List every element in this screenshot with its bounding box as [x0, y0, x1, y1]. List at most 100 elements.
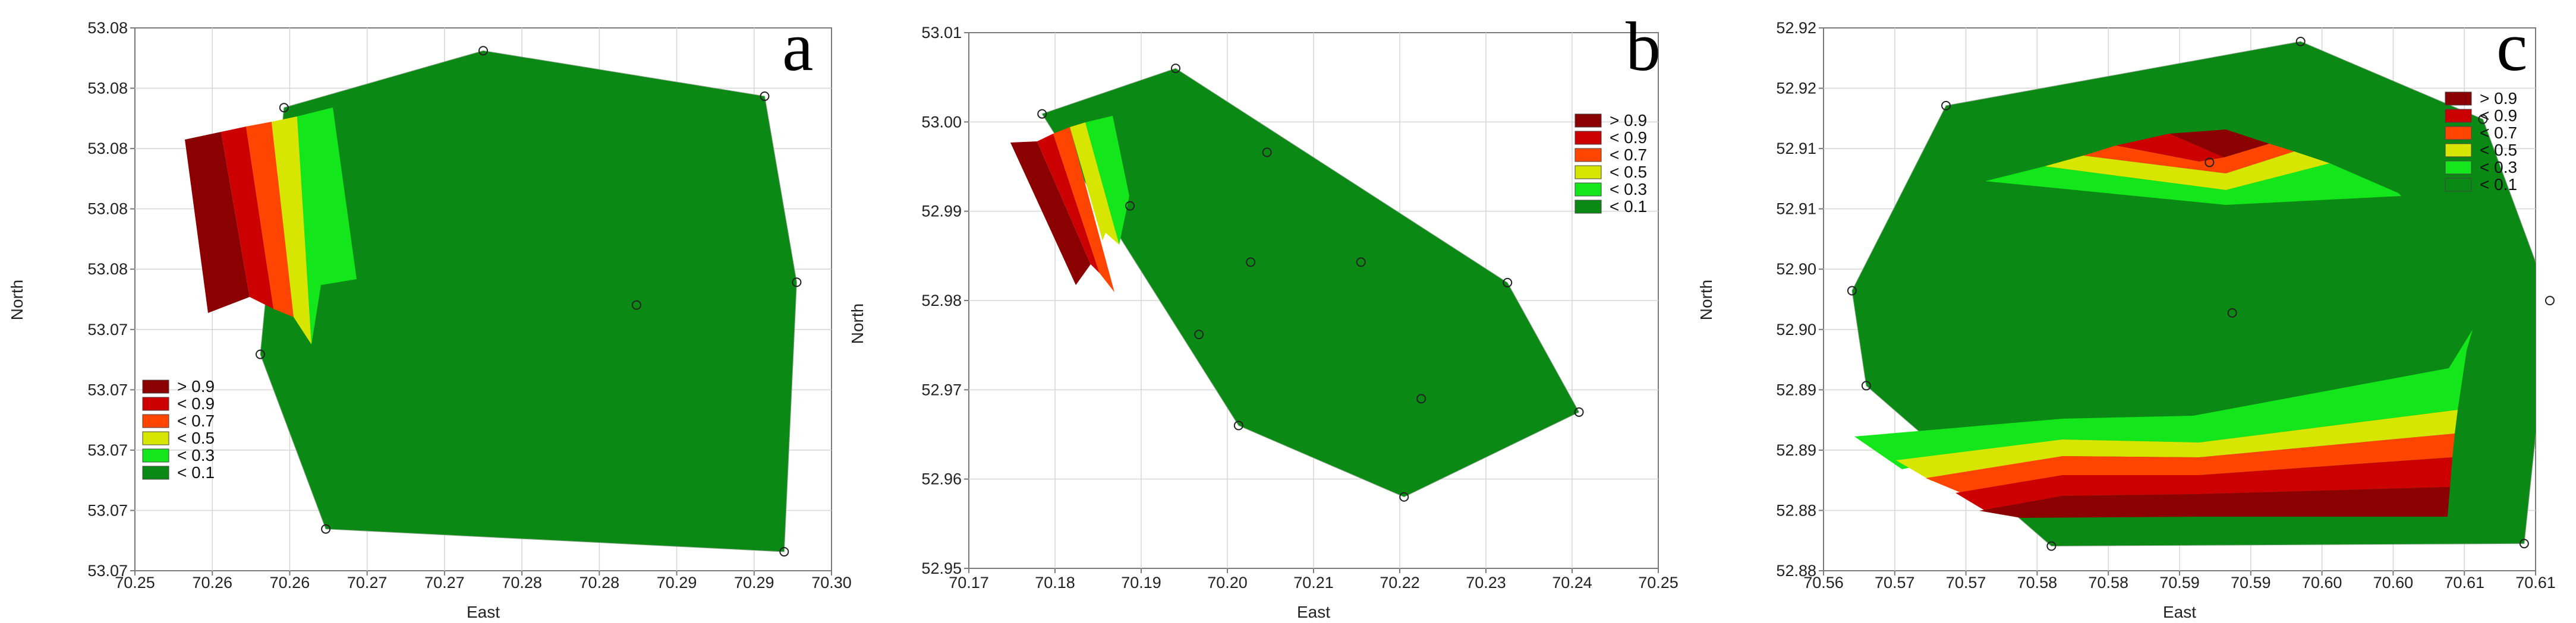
sample-point [321, 524, 331, 534]
x-tick-label: 70.30 [811, 574, 852, 592]
legend-label: < 0.7 [2480, 124, 2517, 142]
band-gt-0-9-a [185, 132, 250, 313]
y-tick-label: 53.08 [87, 19, 128, 37]
sample-point [1847, 286, 1857, 296]
legend-swatch [142, 466, 169, 480]
x-tick-label: 70.23 [1466, 574, 1506, 592]
legend-swatch [2445, 126, 2472, 140]
band-lt-0-7-b [1053, 127, 1114, 292]
x-tick-label: 70.25 [115, 574, 155, 592]
band-bot-gt-0-9-c [1979, 487, 2450, 518]
x-tick-label: 70.21 [1293, 574, 1334, 592]
sample-point [792, 277, 802, 287]
x-tick-label: 70.22 [1380, 574, 1420, 592]
legend-label: < 0.1 [2480, 175, 2517, 194]
contour-fill-a [185, 50, 797, 552]
y-tick-label: 53.07 [87, 441, 128, 459]
x-ticks-a: 70.25 70.26 70.26 70.27 70.27 70.28 70.28 70.29… [115, 571, 852, 592]
y-axis-label-c: North [1697, 280, 1715, 320]
contour-fill-b [1010, 68, 1580, 498]
y-tick-label: 52.92 [1776, 19, 1816, 37]
sample-point [1262, 147, 1272, 157]
legend-swatch [1574, 113, 1602, 128]
legend-label: < 0.9 [2480, 106, 2517, 125]
legend-swatch [2445, 91, 2472, 106]
sample-point [1233, 420, 1243, 431]
sample-point [1194, 330, 1204, 340]
sample-point [255, 349, 265, 359]
y-tick-label: 52.96 [921, 470, 962, 488]
band-top-lt-0-5-c [2045, 151, 2330, 190]
hull-base-b [1041, 68, 1580, 498]
panel-c: 70.56 70.57 70.57 70.58 70.58 70.59 70.59 70.60… [1697, 8, 2556, 621]
legend-swatch [142, 380, 169, 394]
y-ticks-a: 53.07 53.07 53.07 53.07 53.07 53.08 53.08 53.08… [87, 19, 135, 580]
sample-point [631, 300, 641, 310]
sample-point [2519, 539, 2529, 549]
legend-swatch [1574, 182, 1602, 197]
sample-point [1125, 201, 1135, 211]
contour-fill-c [1851, 41, 2536, 546]
y-tick-label: 53.07 [87, 321, 128, 339]
legend-label: < 0.3 [177, 446, 215, 464]
sample-point [1416, 394, 1426, 404]
x-tick-label: 70.60 [2302, 574, 2342, 592]
x-tick-label: 70.26 [192, 574, 232, 592]
legend-label: < 0.1 [177, 463, 215, 482]
sample-point [1171, 64, 1180, 74]
legend-swatch [2445, 143, 2472, 157]
band-bot-lt-0-7-c [1926, 434, 2455, 493]
panel-a: 70.25 70.26 70.26 70.27 70.27 70.28 70.28 70.29… [8, 8, 852, 621]
sample-point [2046, 541, 2057, 551]
y-tick-label: 52.99 [921, 203, 962, 220]
sample-point [1574, 407, 1584, 417]
y-tick-label: 53.07 [87, 381, 128, 399]
x-tick-label: 70.17 [949, 574, 989, 592]
y-tick-label: 53.08 [87, 80, 128, 97]
panel-letter-c: c [2496, 8, 2527, 86]
x-axis-label-c: East [2163, 603, 2196, 621]
y-tick-label: 53.08 [87, 200, 128, 218]
band-bot-lt-0-5-c [1896, 410, 2458, 481]
x-tick-label: 70.29 [657, 574, 697, 592]
sample-point [779, 547, 789, 557]
x-axis-label-b: East [1297, 603, 1330, 621]
panel-b: 70.17 70.18 70.19 70.20 70.21 70.22 70.23 70.24… [848, 8, 1679, 621]
x-tick-label: 70.59 [2159, 574, 2200, 592]
y-tick-label: 52.95 [921, 559, 962, 577]
y-tick-label: 52.90 [1776, 260, 1816, 278]
band-lt-0-5-b [1070, 122, 1119, 245]
y-tick-label: 52.91 [1776, 200, 1816, 218]
sample-point [2544, 296, 2555, 306]
legend-label: < 0.7 [177, 412, 215, 430]
sample-point [760, 91, 770, 102]
band-top-lt-0-7-c [2083, 144, 2294, 173]
sample-point [1246, 257, 1256, 267]
legend-label: < 0.9 [1610, 128, 1647, 147]
y-tick-label: 53.00 [921, 113, 962, 131]
x-tick-label: 70.28 [580, 574, 620, 592]
sample-point [478, 46, 488, 56]
hull-base-a [260, 50, 797, 552]
y-tick-label: 52.89 [1776, 381, 1816, 399]
x-tick-label: 70.18 [1035, 574, 1075, 592]
y-ticks-c: 52.88 52.88 52.89 52.89 52.90 52.90 52.91 52.91… [1776, 19, 1824, 580]
band-bot-lt-0-9-c [1955, 457, 2452, 511]
legend-swatch [2445, 160, 2472, 175]
legend-swatch [142, 448, 169, 463]
y-tick-label: 53.07 [87, 501, 128, 519]
x-tick-label: 70.24 [1552, 574, 1592, 592]
sample-point [279, 103, 289, 113]
legend-label: < 0.5 [1610, 163, 1647, 181]
band-top-gt-0-9-c [2169, 129, 2269, 157]
legend-c: > 0.9< 0.9< 0.7< 0.5< 0.3< 0.1 [2445, 89, 2517, 194]
sample-point [1356, 257, 1366, 267]
legend-swatch [142, 431, 169, 445]
legend-label: < 0.5 [177, 429, 215, 447]
legend-b: > 0.9< 0.9< 0.7< 0.5< 0.3< 0.1 [1574, 111, 1647, 216]
band-lt-0-5-a [272, 116, 311, 344]
x-tick-label: 70.20 [1207, 574, 1248, 592]
legend-swatch [1574, 165, 1602, 179]
x-tick-label: 70.19 [1121, 574, 1161, 592]
